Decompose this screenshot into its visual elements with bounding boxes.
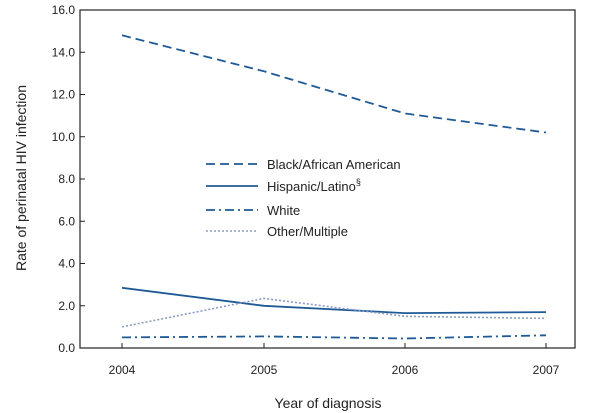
series-line-white bbox=[121, 334, 547, 340]
legend-label-white: White bbox=[267, 203, 300, 218]
x-axis: 2004 2005 2006 2007 bbox=[109, 343, 560, 377]
y-tick-label: 8.0 bbox=[58, 172, 75, 186]
legend-name: Hispanic/Latino bbox=[267, 179, 356, 194]
legend-name: Black/African American bbox=[267, 157, 401, 172]
series-line-black-african-american bbox=[121, 34, 547, 134]
y-tick-label: 2.0 bbox=[58, 299, 75, 313]
x-tick-label: 2004 bbox=[109, 363, 136, 377]
x-tick-label: 2005 bbox=[251, 363, 278, 377]
legend-label-hispanic-latino: Hispanic/Latino§ bbox=[267, 177, 361, 194]
x-tick-label: 2006 bbox=[392, 363, 419, 377]
series-line-other-multiple bbox=[121, 297, 547, 328]
y-tick-label: 16.0 bbox=[52, 3, 76, 17]
x-tick-label: 2007 bbox=[533, 363, 560, 377]
y-tick-label: 6.0 bbox=[58, 214, 75, 228]
series-layer bbox=[121, 34, 547, 340]
series-line-hispanic-latino bbox=[121, 286, 547, 315]
y-tick-label: 10.0 bbox=[52, 130, 76, 144]
x-axis-title: Year of diagnosis bbox=[275, 395, 382, 411]
legend-label-other-multiple: Other/Multiple bbox=[267, 224, 348, 239]
y-tick-label: 4.0 bbox=[58, 257, 75, 271]
y-tick-label: 12.0 bbox=[52, 88, 76, 102]
y-tick-label: 14.0 bbox=[52, 45, 76, 59]
legend-label-black-african-american: Black/African American bbox=[267, 157, 401, 172]
legend-name: White bbox=[267, 203, 300, 218]
legend-footnote-mark: § bbox=[356, 177, 361, 187]
y-axis-title: Rate of perinatal HIV infection bbox=[13, 85, 29, 271]
legend: Black/African American Hispanic/Latino§ Wh… bbox=[206, 157, 401, 239]
y-axis: 0.0 2.0 4.0 6.0 8.0 10.0 12.0 14.0 16.0 bbox=[52, 3, 85, 355]
y-tick-label: 0.0 bbox=[58, 341, 75, 355]
legend-name: Other/Multiple bbox=[267, 224, 348, 239]
